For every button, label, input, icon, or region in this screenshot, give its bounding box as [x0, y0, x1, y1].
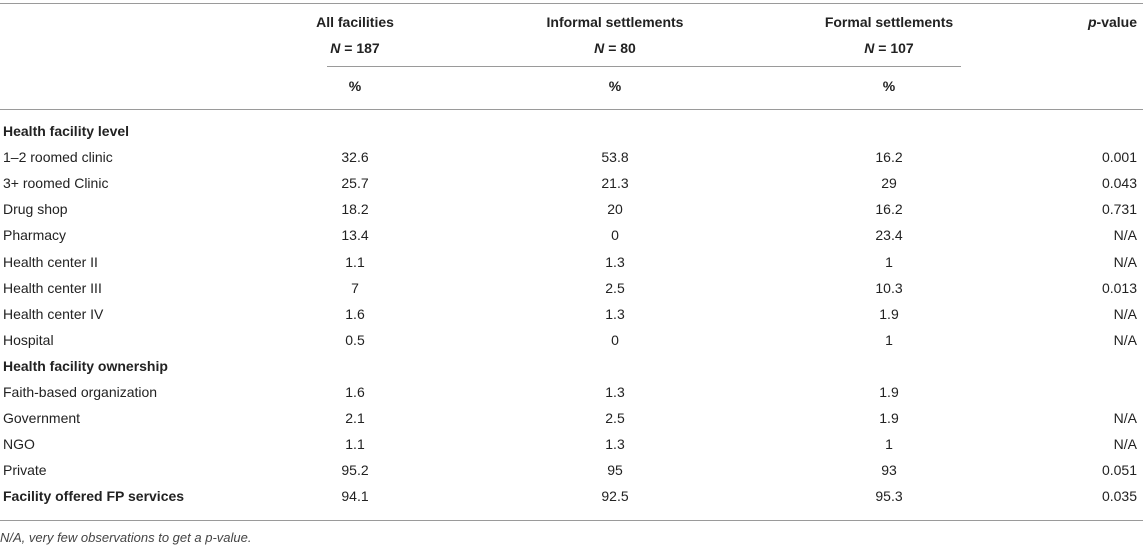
cell-formal: 1 — [885, 254, 893, 270]
cell-pvalue: N/A — [1113, 306, 1137, 322]
footnote-p: p — [205, 530, 213, 545]
row-label: Facility offered FP services — [3, 488, 185, 504]
cell-pvalue: N/A — [1113, 254, 1137, 270]
col-header-informal: Informal settlements — [546, 14, 684, 30]
footnote-text: N/A, very few observations to get a — [0, 530, 206, 545]
cell-informal: 2.5 — [605, 410, 625, 426]
cell-formal: 29 — [881, 175, 897, 191]
cell-pvalue: N/A — [1113, 436, 1137, 452]
cell-informal: 92.5 — [601, 488, 629, 504]
col-n-all: N = 187 — [330, 40, 379, 56]
cell-pvalue: N/A — [1113, 332, 1137, 348]
cell-formal: 1.9 — [879, 306, 899, 322]
row-label: Private — [3, 462, 47, 478]
n-value: = 80 — [608, 40, 636, 56]
section-heading: Health facility level — [3, 123, 130, 139]
cell-all: 1.6 — [345, 306, 365, 322]
cell-all: 2.1 — [345, 410, 365, 426]
section-heading: Health facility ownership — [3, 358, 168, 374]
cell-formal: 10.3 — [875, 280, 903, 296]
col-header-all: All facilities — [316, 14, 394, 30]
footnote-text-end: -value. — [212, 530, 252, 545]
cell-pvalue: 0.013 — [1101, 280, 1137, 296]
cell-formal: 1 — [885, 436, 893, 452]
cell-formal: 1 — [885, 332, 893, 348]
cell-formal: 23.4 — [875, 227, 903, 243]
cell-formal: 16.2 — [875, 149, 903, 165]
col-header-formal: Formal settlements — [824, 14, 954, 30]
cell-all: 95.2 — [341, 462, 369, 478]
cell-all: 32.6 — [341, 149, 369, 165]
cell-informal: 0 — [611, 332, 619, 348]
row-label: Health center IV — [3, 306, 104, 322]
header-underline — [327, 66, 961, 67]
row-label: Government — [3, 410, 81, 426]
row-label: Hospital — [3, 332, 54, 348]
col-header-pvalue: p-value — [1088, 14, 1137, 30]
col-unit-all: % — [348, 78, 362, 94]
cell-all: 0.5 — [345, 332, 365, 348]
cell-all: 13.4 — [341, 227, 369, 243]
cell-informal: 2.5 — [605, 280, 625, 296]
cell-pvalue: 0.051 — [1101, 462, 1137, 478]
cell-informal: 1.3 — [605, 306, 625, 322]
row-label: Health center III — [3, 280, 102, 296]
cell-all: 7 — [351, 280, 359, 296]
table-footnote: N/A, very few observations to get a p-va… — [0, 530, 251, 546]
cell-pvalue: 0.731 — [1101, 201, 1137, 217]
row-label: Health center II — [3, 254, 98, 270]
cell-informal: 53.8 — [601, 149, 629, 165]
row-label: NGO — [3, 436, 35, 452]
cell-all: 18.2 — [341, 201, 369, 217]
cell-pvalue: N/A — [1113, 227, 1137, 243]
header-bottom-rule — [0, 109, 1143, 110]
row-label: 1–2 roomed clinic — [3, 149, 113, 165]
cell-formal: 95.3 — [875, 488, 903, 504]
top-rule — [0, 3, 1143, 4]
cell-informal: 21.3 — [601, 175, 629, 191]
col-unit-formal: % — [882, 78, 896, 94]
n-label: N — [864, 40, 875, 56]
col-unit-informal: % — [608, 78, 622, 94]
cell-all: 1.6 — [345, 384, 365, 400]
cell-all: 94.1 — [341, 488, 369, 504]
n-value: = 187 — [344, 40, 380, 56]
col-n-informal: N = 80 — [594, 40, 636, 56]
cell-informal: 1.3 — [605, 254, 625, 270]
cell-formal: 1.9 — [879, 384, 899, 400]
cell-all: 1.1 — [345, 254, 365, 270]
cell-pvalue: N/A — [1113, 410, 1137, 426]
col-n-formal: N = 107 — [864, 40, 913, 56]
cell-formal: 16.2 — [875, 201, 903, 217]
cell-pvalue: 0.001 — [1101, 149, 1137, 165]
cell-informal: 95 — [607, 462, 623, 478]
table-bottom-rule — [0, 520, 1143, 521]
n-label: N — [594, 40, 605, 56]
pvalue-p: p — [1087, 14, 1097, 30]
cell-all: 1.1 — [345, 436, 365, 452]
n-label: N — [330, 40, 341, 56]
cell-all: 25.7 — [341, 175, 369, 191]
cell-formal: 93 — [881, 462, 897, 478]
cell-pvalue: 0.035 — [1101, 488, 1137, 504]
row-label: Drug shop — [3, 201, 68, 217]
pvalue-rest: -value — [1096, 14, 1137, 30]
cell-formal: 1.9 — [879, 410, 899, 426]
cell-informal: 0 — [611, 227, 619, 243]
cell-pvalue: 0.043 — [1101, 175, 1137, 191]
cell-informal: 1.3 — [605, 384, 625, 400]
row-label: Pharmacy — [3, 227, 67, 243]
row-label: 3+ roomed Clinic — [3, 175, 109, 191]
cell-informal: 1.3 — [605, 436, 625, 452]
n-value: = 107 — [878, 40, 914, 56]
cell-informal: 20 — [607, 201, 623, 217]
row-label: Faith-based organization — [3, 384, 158, 400]
